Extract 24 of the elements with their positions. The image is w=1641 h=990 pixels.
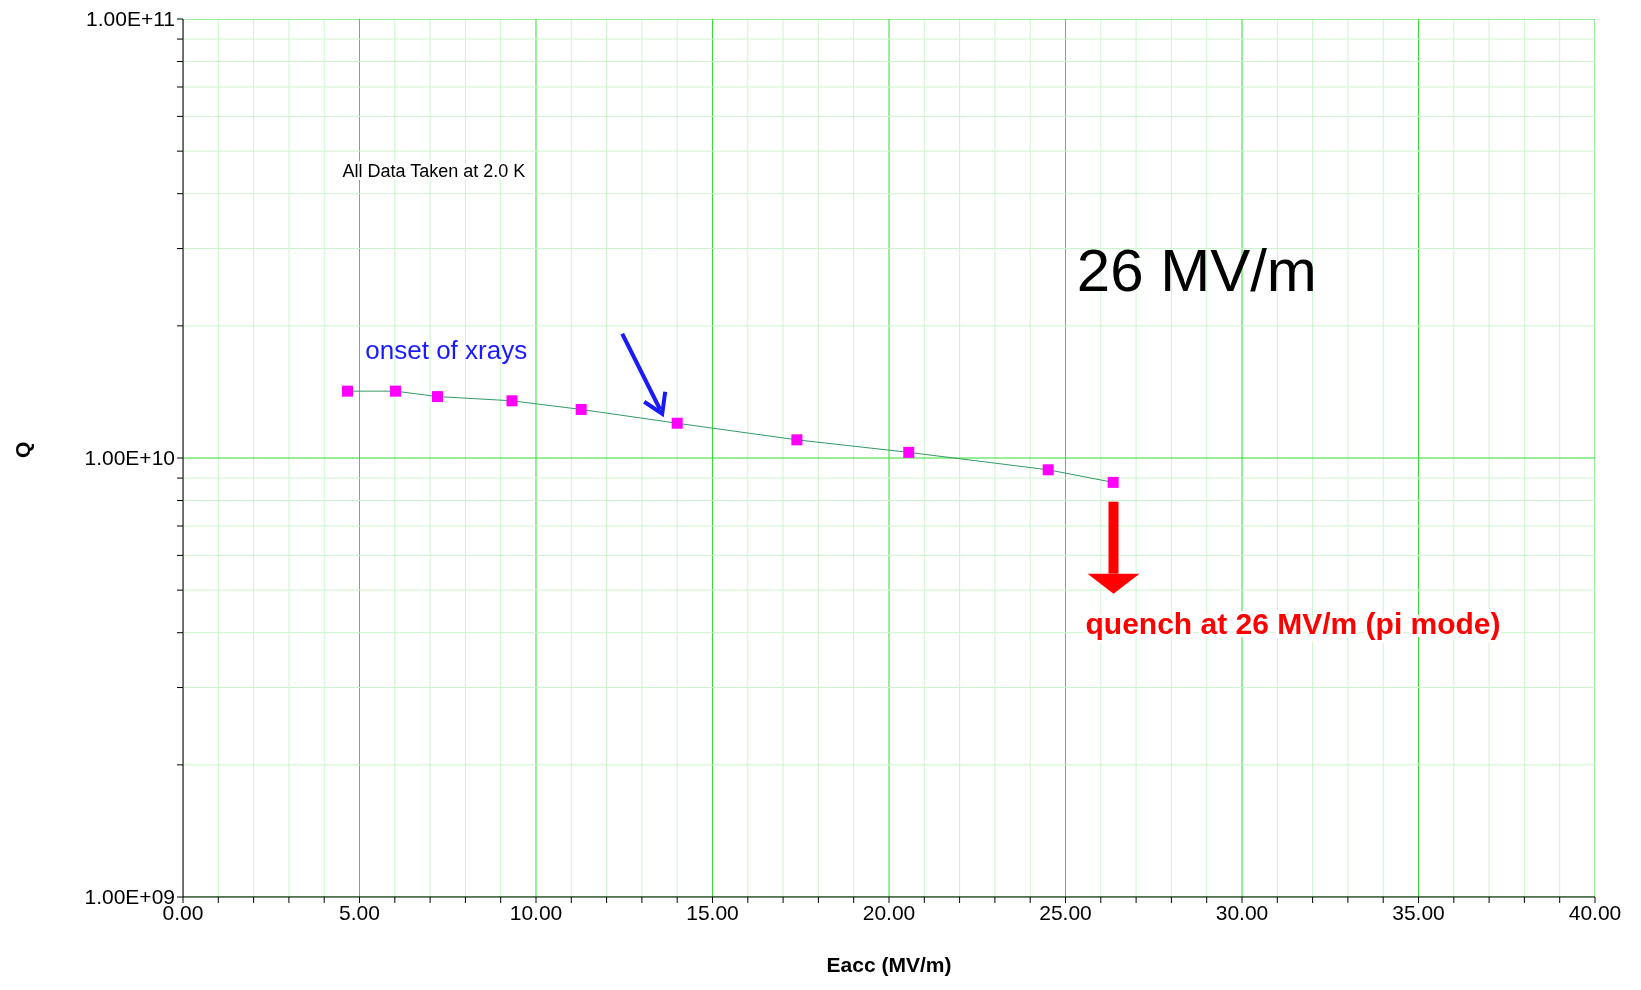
x-tick-label: 40.00 — [1568, 900, 1622, 924]
x-tick-label: 25.00 — [1039, 900, 1092, 924]
point — [671, 417, 683, 429]
point — [1042, 464, 1054, 476]
x-tick-label: 10.00 — [509, 900, 563, 924]
annotation: onset of xrays — [365, 334, 528, 365]
point — [432, 391, 444, 403]
x-tick-label: 35.00 — [1392, 900, 1445, 924]
point — [506, 395, 518, 407]
x-tick-label: 15.00 — [686, 900, 739, 924]
point — [1107, 476, 1119, 488]
point — [791, 434, 803, 446]
x-tick-label: 20.00 — [862, 900, 916, 924]
x-tick-label: 5.00 — [339, 900, 380, 924]
point — [390, 385, 402, 397]
point — [903, 446, 915, 458]
annotation: 26 MV/m — [1076, 237, 1317, 305]
y-tick-label: 1.00E+10 — [84, 446, 175, 470]
point — [575, 403, 587, 415]
point — [342, 385, 353, 397]
y-tick-label: 1.00E+11 — [86, 7, 175, 31]
y-axis-title: Q — [11, 441, 35, 458]
x-axis-title: Eacc (MV/m) — [826, 953, 952, 976]
x-tick-label: 30.00 — [1215, 900, 1269, 924]
